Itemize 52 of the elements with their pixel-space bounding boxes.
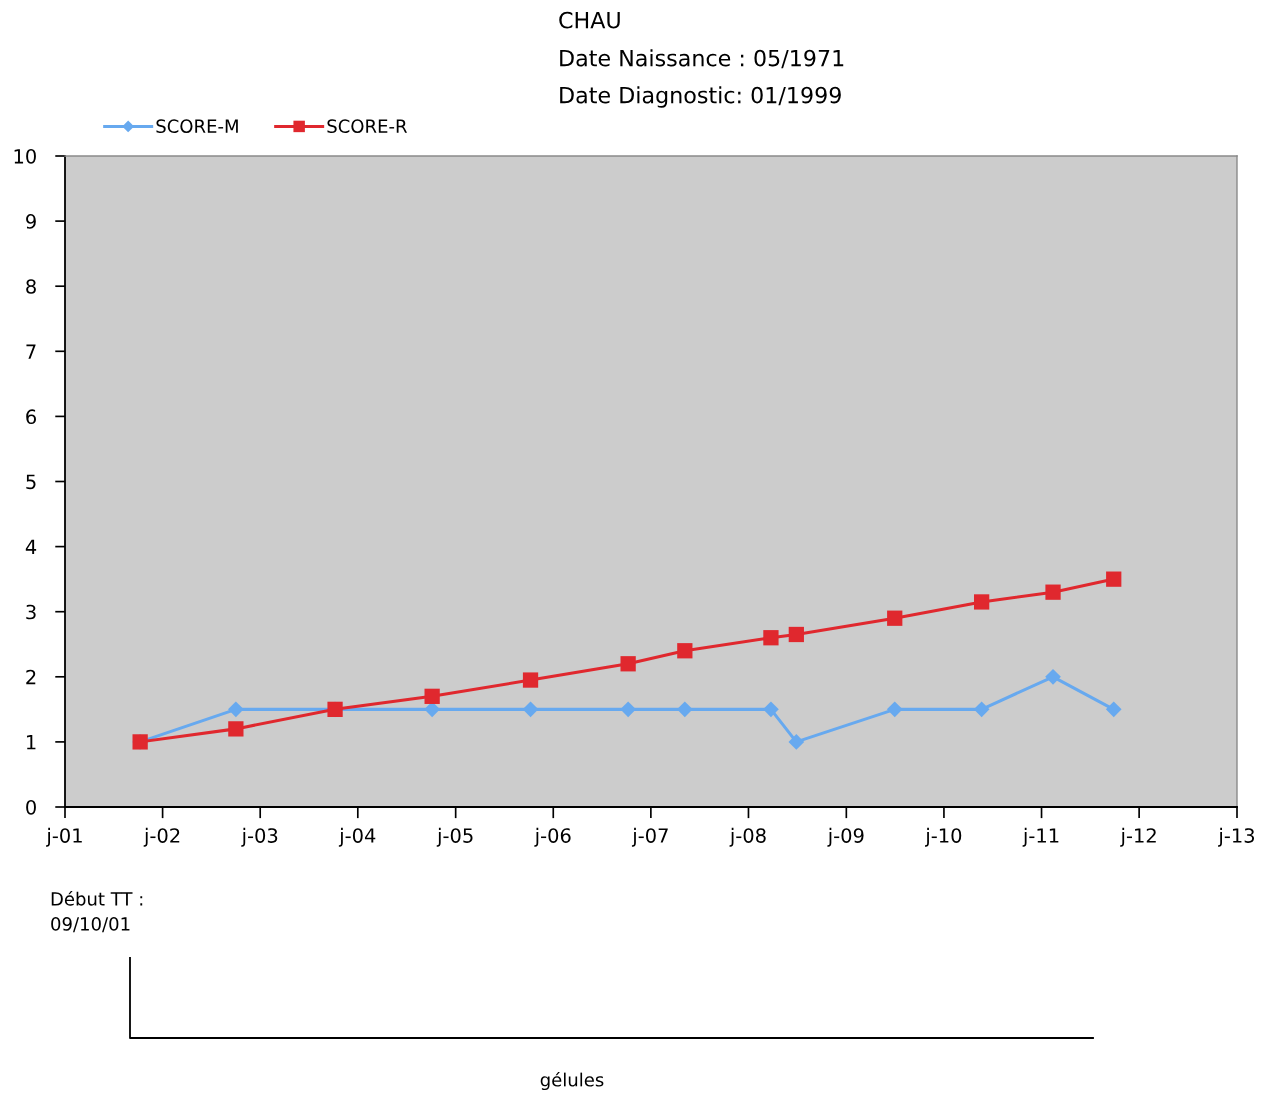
x-tick-label: j-03 <box>241 827 278 847</box>
x-tick-label: j-10 <box>925 827 962 847</box>
point <box>974 594 990 610</box>
point <box>1106 571 1122 587</box>
legend-label: SCORE-R <box>327 119 408 133</box>
x-tick-label: j-05 <box>436 827 473 847</box>
point <box>887 610 903 626</box>
point <box>676 701 693 718</box>
point <box>763 630 779 646</box>
y-tick-label: 6 <box>26 409 36 425</box>
x-tick-label: j-02 <box>143 827 180 847</box>
point <box>1045 668 1061 685</box>
point <box>620 701 636 718</box>
point <box>424 688 440 704</box>
point <box>788 734 805 750</box>
text: Date Naissance : 05/1971 <box>560 49 844 69</box>
point <box>1045 584 1061 600</box>
x-tick-label: j-06 <box>534 827 571 847</box>
point <box>788 626 804 643</box>
x-tick-label: j-13 <box>1218 827 1255 847</box>
y-tick-label: 7 <box>26 344 36 359</box>
text: Date Diagnostic: 01/1999 <box>560 86 841 108</box>
point <box>522 672 539 688</box>
point <box>228 721 244 737</box>
y-tick-label: 8 <box>26 279 36 294</box>
x-tick-label: j-07 <box>631 827 668 847</box>
point <box>677 643 693 659</box>
y-tick-label: 10 <box>14 148 36 164</box>
x-tick-label: j-12 <box>1120 827 1156 847</box>
point <box>973 701 990 718</box>
point <box>886 701 903 718</box>
y-tick-label: 2 <box>26 669 36 685</box>
x-tick-label: j-01 <box>46 827 82 847</box>
legend-label: SCORE-M <box>156 119 238 133</box>
y-tick-label: 9 <box>26 214 36 229</box>
chart-title: CHAU <box>559 11 620 29</box>
y-tick-label: 0 <box>26 799 36 815</box>
y-tick-label: 3 <box>26 604 36 620</box>
y-tick-label: 1 <box>26 735 36 750</box>
x-tick-label: j-11 <box>1022 827 1059 847</box>
point <box>763 701 779 718</box>
text: Début TT : 09/10/01 <box>51 891 143 933</box>
x-tick-label: j-04 <box>338 827 376 847</box>
text: gélules <box>540 1071 604 1091</box>
y-tick-label: 5 <box>26 474 36 490</box>
y-tick-label: 4 <box>25 539 37 554</box>
point <box>522 701 539 718</box>
point <box>620 656 636 672</box>
point <box>228 701 244 718</box>
x-tick-label: j-08 <box>729 827 766 847</box>
x-tick-label: j-09 <box>827 827 864 847</box>
point <box>1105 701 1122 718</box>
